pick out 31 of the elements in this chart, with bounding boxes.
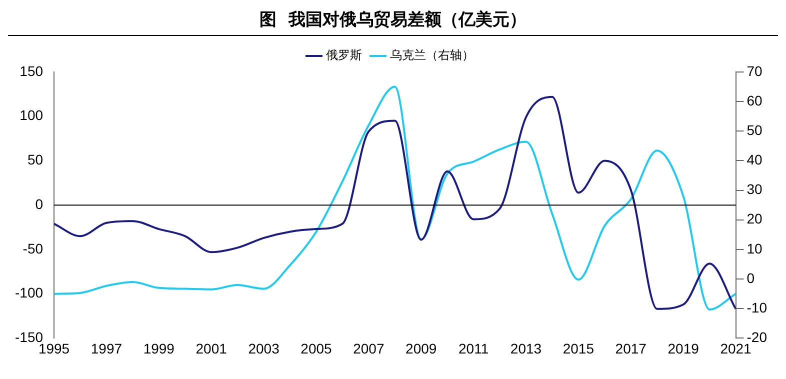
x-tick-label: 2021 [720, 340, 752, 356]
y-tick-label: -100 [14, 284, 44, 301]
x-tick-label: 1999 [143, 340, 175, 356]
y-tick-label: 150 [20, 62, 44, 79]
x-tick-label: 2015 [562, 340, 594, 356]
x-tick-label: 1997 [90, 340, 122, 356]
legend-label: 俄罗斯 [326, 48, 362, 62]
y2-tick-label: -10 [746, 299, 768, 316]
y-tick-label: -50 [22, 240, 44, 256]
x-tick-label: 2017 [615, 340, 647, 356]
chart-title: 图 我国对俄乌贸易差额（亿美元） [8, 8, 778, 36]
x-tick-label: 2001 [196, 340, 228, 356]
y-tick-label: 100 [20, 107, 44, 124]
legend-label: 乌克兰（右轴） [390, 48, 474, 62]
y2-tick-label: 0 [746, 270, 755, 286]
y-tick-label: 0 [35, 196, 44, 212]
y2-tick-label: 10 [746, 240, 763, 256]
x-tick-label: 2005 [300, 340, 332, 356]
y2-tick-label: 60 [746, 92, 763, 108]
x-tick-label: 2007 [353, 340, 384, 356]
y-tick-label: 50 [27, 152, 44, 168]
y2-tick-label: 40 [746, 152, 763, 168]
x-tick-label: 2019 [668, 340, 700, 356]
x-tick-label: 2013 [510, 340, 542, 356]
x-tick-label: 2003 [248, 340, 280, 356]
x-tick-label: 2011 [458, 340, 489, 356]
y2-tick-label: 20 [746, 210, 763, 227]
y2-tick-label: 30 [746, 181, 763, 198]
x-tick-label: 2009 [406, 340, 437, 356]
y2-tick-label: 70 [746, 62, 763, 79]
y2-tick-label: 50 [746, 122, 763, 138]
